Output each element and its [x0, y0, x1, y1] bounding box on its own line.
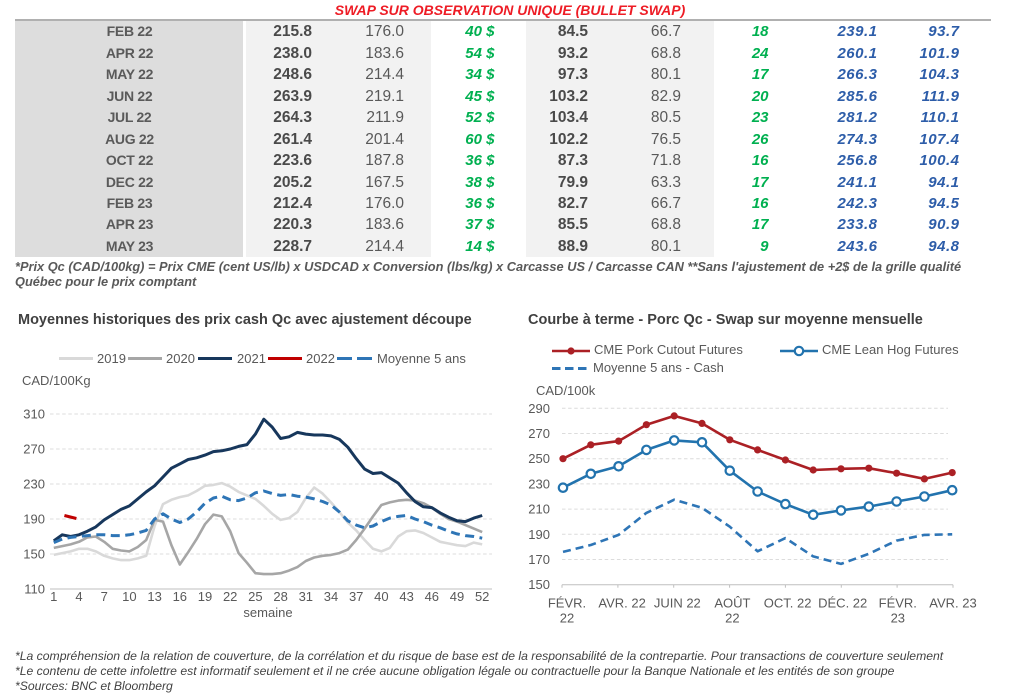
svg-text:FÉVR.: FÉVR. [548, 596, 586, 611]
svg-text:28: 28 [273, 589, 287, 604]
svg-text:40: 40 [374, 589, 388, 604]
svg-text:10: 10 [122, 589, 136, 604]
svg-text:AOÛT: AOÛT [714, 596, 750, 611]
svg-text:16: 16 [173, 589, 187, 604]
svg-text:250: 250 [528, 451, 550, 466]
svg-text:4: 4 [75, 589, 82, 604]
svg-text:13: 13 [147, 589, 161, 604]
svg-text:46: 46 [425, 589, 439, 604]
svg-text:110: 110 [24, 582, 45, 597]
svg-text:31: 31 [299, 589, 313, 604]
svg-text:23: 23 [891, 611, 905, 626]
svg-text:230: 230 [23, 477, 45, 492]
svg-text:43: 43 [399, 589, 413, 604]
svg-text:150: 150 [528, 577, 550, 592]
svg-text:AVR. 22: AVR. 22 [598, 596, 645, 611]
svg-text:22: 22 [223, 589, 237, 604]
svg-text:19: 19 [198, 589, 212, 604]
svg-text:25: 25 [248, 589, 262, 604]
svg-text:DÉC. 22: DÉC. 22 [818, 596, 867, 611]
svg-text:OCT. 22: OCT. 22 [764, 596, 812, 611]
svg-text:52: 52 [475, 589, 489, 604]
svg-text:7: 7 [101, 589, 108, 604]
svg-text:22: 22 [725, 611, 739, 626]
svg-text:22: 22 [560, 611, 574, 626]
svg-text:230: 230 [528, 476, 550, 491]
svg-text:150: 150 [23, 547, 45, 562]
svg-text:FÉVR.: FÉVR. [879, 596, 917, 611]
svg-text:37: 37 [349, 589, 363, 604]
svg-text:310: 310 [23, 407, 45, 422]
svg-text:semaine: semaine [243, 605, 292, 620]
svg-text:JUIN 22: JUIN 22 [654, 596, 701, 611]
svg-text:270: 270 [528, 426, 550, 441]
svg-text:34: 34 [324, 589, 338, 604]
svg-text:270: 270 [23, 442, 45, 457]
svg-text:210: 210 [528, 502, 550, 517]
svg-text:49: 49 [450, 589, 464, 604]
svg-text:190: 190 [528, 527, 550, 542]
svg-text:290: 290 [528, 401, 550, 416]
svg-text:170: 170 [528, 552, 550, 567]
svg-text:190: 190 [23, 512, 45, 527]
svg-text:AVR. 23: AVR. 23 [929, 596, 976, 611]
svg-text:1: 1 [50, 589, 57, 604]
